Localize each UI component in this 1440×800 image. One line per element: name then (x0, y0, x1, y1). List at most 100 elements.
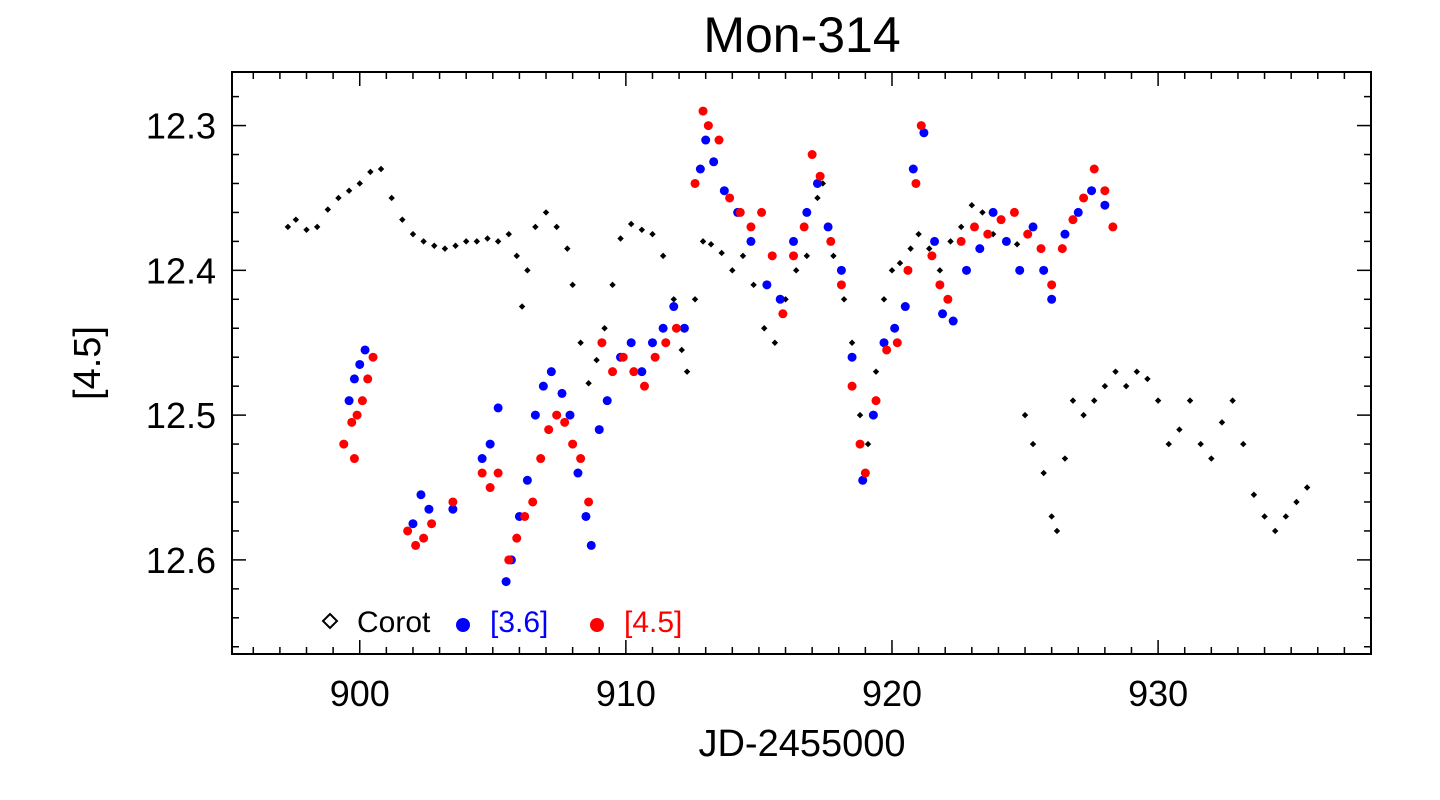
x-tick-label: 920 (862, 673, 922, 714)
data-point (560, 417, 570, 427)
corot-point (377, 165, 385, 173)
data-point (948, 316, 958, 326)
data-point (930, 236, 940, 246)
corot-point (1080, 411, 1087, 419)
corot-point (441, 245, 449, 252)
corot-point (617, 235, 624, 242)
data-point (355, 359, 365, 369)
corot-point (1091, 397, 1098, 404)
corot-point (1154, 397, 1162, 404)
corot-point (1029, 440, 1037, 448)
data-point (996, 215, 1006, 225)
corot-point (979, 209, 986, 216)
data-point (938, 309, 948, 319)
data-point (1073, 207, 1083, 217)
legend-corot-marker (321, 612, 339, 630)
corot-point (452, 242, 459, 249)
data-point (485, 439, 495, 449)
data-point (339, 439, 349, 449)
corot-point (1197, 440, 1204, 448)
data-point (725, 193, 735, 203)
data-point (581, 511, 591, 521)
corot-point (1176, 426, 1183, 433)
corot-point (494, 238, 502, 245)
corot-point (907, 245, 914, 252)
data-point (368, 352, 378, 362)
legend-label: [3.6] (490, 606, 548, 639)
data-point (855, 439, 865, 449)
plot-frame (231, 71, 1372, 655)
data-point (501, 577, 511, 587)
corot-point (1165, 440, 1172, 448)
data-point (626, 338, 636, 348)
data-point (1100, 200, 1110, 210)
legend-label: [4.5] (624, 606, 682, 639)
data-point (1036, 244, 1046, 254)
corot-point (1240, 440, 1247, 448)
corot-point (678, 346, 685, 354)
corot-point (872, 368, 880, 375)
data-point (775, 294, 785, 304)
data-point (544, 425, 554, 435)
corot-point (335, 194, 342, 202)
data-point (1001, 236, 1011, 246)
legend-label: Corot (357, 606, 431, 639)
x-axis-label: JD-2455000 (698, 723, 905, 765)
data-point (349, 374, 359, 384)
data-point (573, 468, 583, 478)
data-point (1015, 265, 1025, 275)
axis-ticks (232, 72, 1372, 654)
corot-point (324, 206, 332, 213)
corot-point (420, 238, 427, 245)
corot-point (880, 296, 888, 303)
corot-point (729, 267, 736, 274)
data-point (719, 186, 729, 196)
data-point (485, 483, 495, 493)
data-point (975, 244, 985, 254)
data-point (594, 425, 604, 435)
data-point (477, 454, 487, 464)
corot-point (1021, 411, 1029, 419)
corot-point (356, 180, 363, 187)
corot-point (1048, 513, 1055, 520)
data-point (1009, 207, 1019, 217)
data-point (908, 164, 918, 174)
data-point (807, 150, 817, 160)
chart-title: Mon-314 (703, 7, 900, 63)
corot-point (542, 209, 550, 216)
tick-labels: 900 910 920 930 12.3 12.4 12.5 12.6 (146, 106, 1188, 714)
data-point (746, 222, 756, 232)
data-point (983, 229, 993, 239)
data-point (690, 178, 700, 188)
corot-point (888, 267, 896, 274)
data-point (911, 178, 921, 188)
data-point (546, 367, 556, 377)
corot-point (577, 339, 584, 346)
corot-point (670, 296, 677, 303)
corot-point (638, 226, 646, 234)
x-tick-label: 930 (1128, 673, 1188, 714)
data-point (1079, 193, 1089, 203)
data-point (969, 222, 979, 232)
corot-point (803, 252, 811, 260)
corot-point (313, 223, 321, 231)
corot-point (699, 238, 707, 245)
corot-point (957, 223, 965, 231)
corot-point (864, 440, 872, 448)
data-point (847, 381, 857, 391)
data-point (1039, 265, 1049, 275)
data-point (538, 381, 548, 391)
corot-point (947, 238, 954, 245)
data-point (658, 323, 668, 333)
data-point (512, 533, 522, 543)
data-point (1047, 280, 1057, 290)
corot-point (1229, 397, 1236, 404)
data-point (762, 280, 772, 290)
data-point (836, 280, 846, 290)
data-point (698, 106, 708, 116)
corot-point (814, 194, 821, 202)
corot-point (968, 201, 976, 209)
data-point (661, 338, 671, 348)
data-point (344, 396, 354, 406)
